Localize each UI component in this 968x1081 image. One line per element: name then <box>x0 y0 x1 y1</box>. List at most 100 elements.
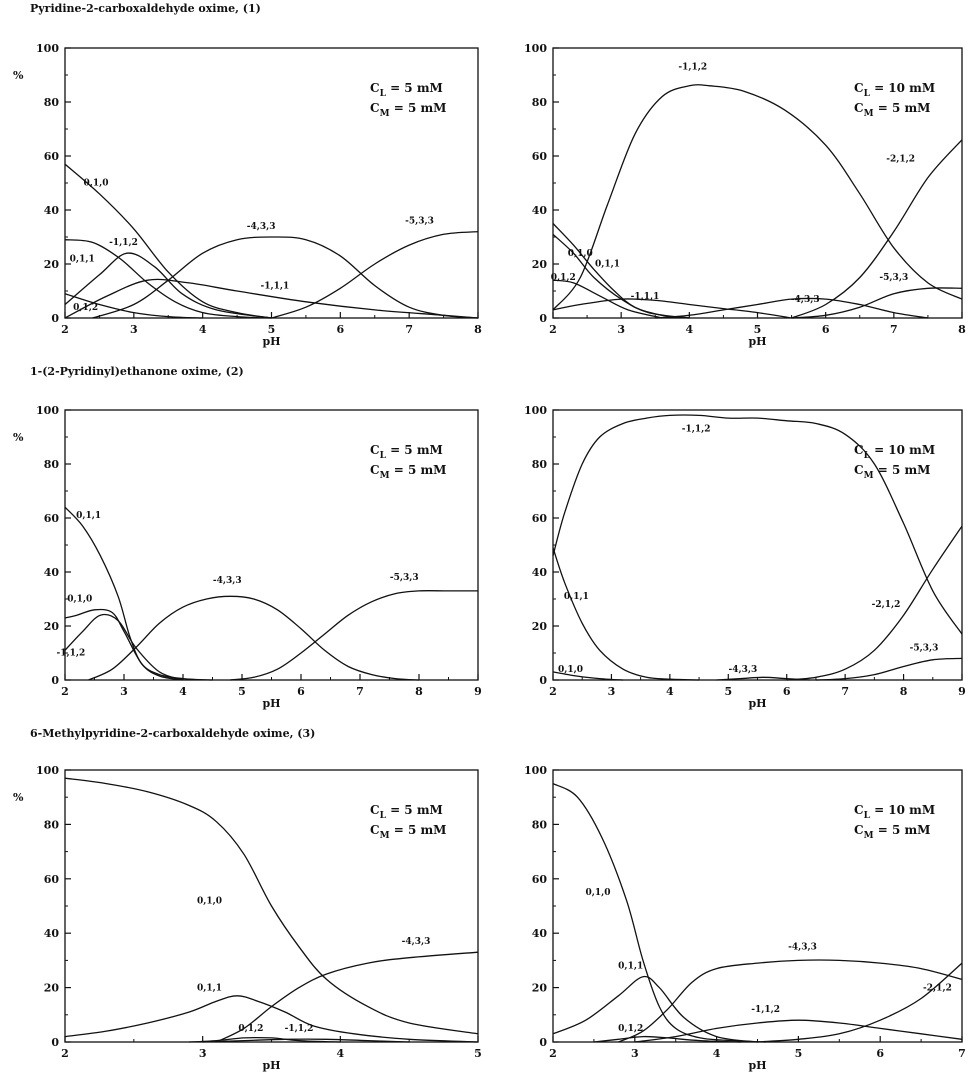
series-line-0,1,0 <box>552 783 766 1043</box>
x-tick-label: 4 <box>199 323 207 336</box>
y-axis-label: % <box>13 69 24 82</box>
curve-label: 0,1,1 <box>595 260 620 270</box>
x-tick-label: 7 <box>958 1047 966 1060</box>
x-tick-label: 4 <box>686 323 694 336</box>
series-line-0,1,0 <box>552 671 624 681</box>
y-tick-label: 80 <box>44 818 60 831</box>
metal-concentration-label: CM = 5 mM <box>854 101 930 119</box>
series-line-0,1,0 <box>64 777 479 1035</box>
ligand-concentration-label: CL = 10 mM <box>854 81 935 99</box>
series-line--4,3,3 <box>618 959 963 1043</box>
y-tick-label: 80 <box>532 818 548 831</box>
series-line-0,1,1 <box>552 975 758 1043</box>
x-tick-label: 2 <box>61 685 69 698</box>
x-tick-label: 6 <box>297 685 305 698</box>
series-line-0,1,2 <box>64 293 203 319</box>
series-line-0,1,0 <box>552 223 690 319</box>
series-line--2,1,2 <box>757 962 963 1043</box>
y-tick-label: 0 <box>51 1036 59 1049</box>
x-tick-label: 7 <box>890 323 898 336</box>
curve-label: 0,1,0 <box>67 595 92 605</box>
ligand-concentration-label: CL = 5 mM <box>370 443 443 461</box>
chart-panel-5: 2 3 4 5 0 20 40 60 80 100 pH% 0,1,0 0,1,1 -4,3,3 0,1,2… <box>13 764 482 1072</box>
x-tick-label: 3 <box>130 323 138 336</box>
x-tick-label: 2 <box>61 323 69 336</box>
curve-label: 0,1,0 <box>568 249 593 259</box>
x-tick-label: 3 <box>617 323 625 336</box>
curve-label: -5,3,3 <box>910 643 939 653</box>
x-tick-label: 2 <box>549 323 557 336</box>
x-tick-label: 8 <box>958 323 966 336</box>
curve-label: -2,1,2 <box>923 983 952 993</box>
y-tick-label: 40 <box>44 204 60 217</box>
y-tick-label: 20 <box>44 620 60 633</box>
series-line-0,1,2 <box>188 1036 341 1043</box>
series-line--4,3,3 <box>655 297 929 319</box>
curve-label: -4,3,3 <box>213 576 242 586</box>
curve-label: -1,1,2 <box>751 1005 780 1015</box>
x-tick-label: 5 <box>238 685 246 698</box>
series-line-0,1,1 <box>64 506 213 681</box>
series-line-0,1,2 <box>552 279 663 319</box>
x-tick-label: 5 <box>754 323 762 336</box>
x-tick-label: 8 <box>474 323 482 336</box>
y-tick-label: 0 <box>51 674 59 687</box>
series-line--5,3,3 <box>230 590 478 681</box>
series-line--1,1,2 <box>552 414 963 635</box>
y-tick-label: 100 <box>524 404 547 417</box>
title-compound-1: Pyridine-2-carboxaldehyde oxime, (1) <box>30 2 261 15</box>
curve-label: -4,3,3 <box>791 295 820 305</box>
y-tick-label: 40 <box>532 927 548 940</box>
x-tick-label: 4 <box>713 1047 721 1060</box>
series-line-0,1,2 <box>593 1035 742 1043</box>
chart-panel-4: 2 3 4 5 6 7 8 9 0 20 40 60 80 100 pH -1,1,2 0,1,1 -2,1,2 0… <box>524 404 966 710</box>
y-tick-label: 80 <box>532 96 548 109</box>
y-axis-label: % <box>13 791 24 804</box>
x-tick-label: 3 <box>608 685 616 698</box>
curve-label: -1,1,1 <box>631 292 660 302</box>
metal-concentration-label: CM = 5 mM <box>854 463 930 481</box>
series-line-0,1,1 <box>552 233 690 319</box>
x-tick-label: 7 <box>841 685 849 698</box>
ligand-concentration-label: CL = 5 mM <box>370 803 443 821</box>
chart-panel-6: 2 3 4 5 6 7 0 20 40 60 80 100 pH 0,1,0 0,1,1 -4,3,3 -1,1… <box>524 764 966 1072</box>
y-tick-label: 40 <box>44 927 60 940</box>
y-tick-label: 60 <box>532 873 548 886</box>
series-line--1,1,2 <box>552 84 963 311</box>
y-tick-label: 20 <box>532 258 548 271</box>
curve-label: 0,1,1 <box>76 511 101 521</box>
curve-label: -1,1,1 <box>261 281 290 291</box>
y-tick-label: 0 <box>539 312 547 325</box>
series-line--4,3,3 <box>216 951 479 1043</box>
metal-concentration-label: CM = 5 mM <box>370 463 446 481</box>
curve-label: -4,3,3 <box>402 937 431 947</box>
x-tick-label: 6 <box>822 323 830 336</box>
x-tick-label: 3 <box>120 685 128 698</box>
y-tick-label: 100 <box>36 42 59 55</box>
y-tick-label: 60 <box>44 873 60 886</box>
curve-label: 0,1,0 <box>558 665 583 675</box>
y-tick-label: 60 <box>44 512 60 525</box>
x-tick-label: 5 <box>268 323 276 336</box>
series-line--2,1,2 <box>786 525 963 681</box>
y-tick-label: 20 <box>44 258 60 271</box>
series-line--4,3,3 <box>716 676 811 681</box>
y-tick-label: 60 <box>44 150 60 163</box>
series-line--5,3,3 <box>791 287 963 319</box>
ligand-concentration-label: CL = 5 mM <box>370 81 443 99</box>
y-tick-label: 0 <box>51 312 59 325</box>
curve-label: 0,1,1 <box>564 592 589 602</box>
curve-label: 0,1,1 <box>618 962 643 972</box>
y-tick-label: 40 <box>532 566 548 579</box>
x-tick-label: 6 <box>337 323 345 336</box>
metal-concentration-label: CM = 5 mM <box>370 101 446 119</box>
x-tick-label: 7 <box>356 685 364 698</box>
x-tick-label: 7 <box>405 323 413 336</box>
x-axis-label: pH <box>262 1059 280 1072</box>
ligand-concentration-label: CL = 10 mM <box>854 803 935 821</box>
y-tick-label: 60 <box>532 512 548 525</box>
chart-panel-2: 2 3 4 5 6 7 8020406080100pH-1,1,2-2,1,20,1,00,… <box>524 42 966 348</box>
curve-label: -5,3,3 <box>879 273 908 283</box>
x-tick-label: 9 <box>474 685 482 698</box>
